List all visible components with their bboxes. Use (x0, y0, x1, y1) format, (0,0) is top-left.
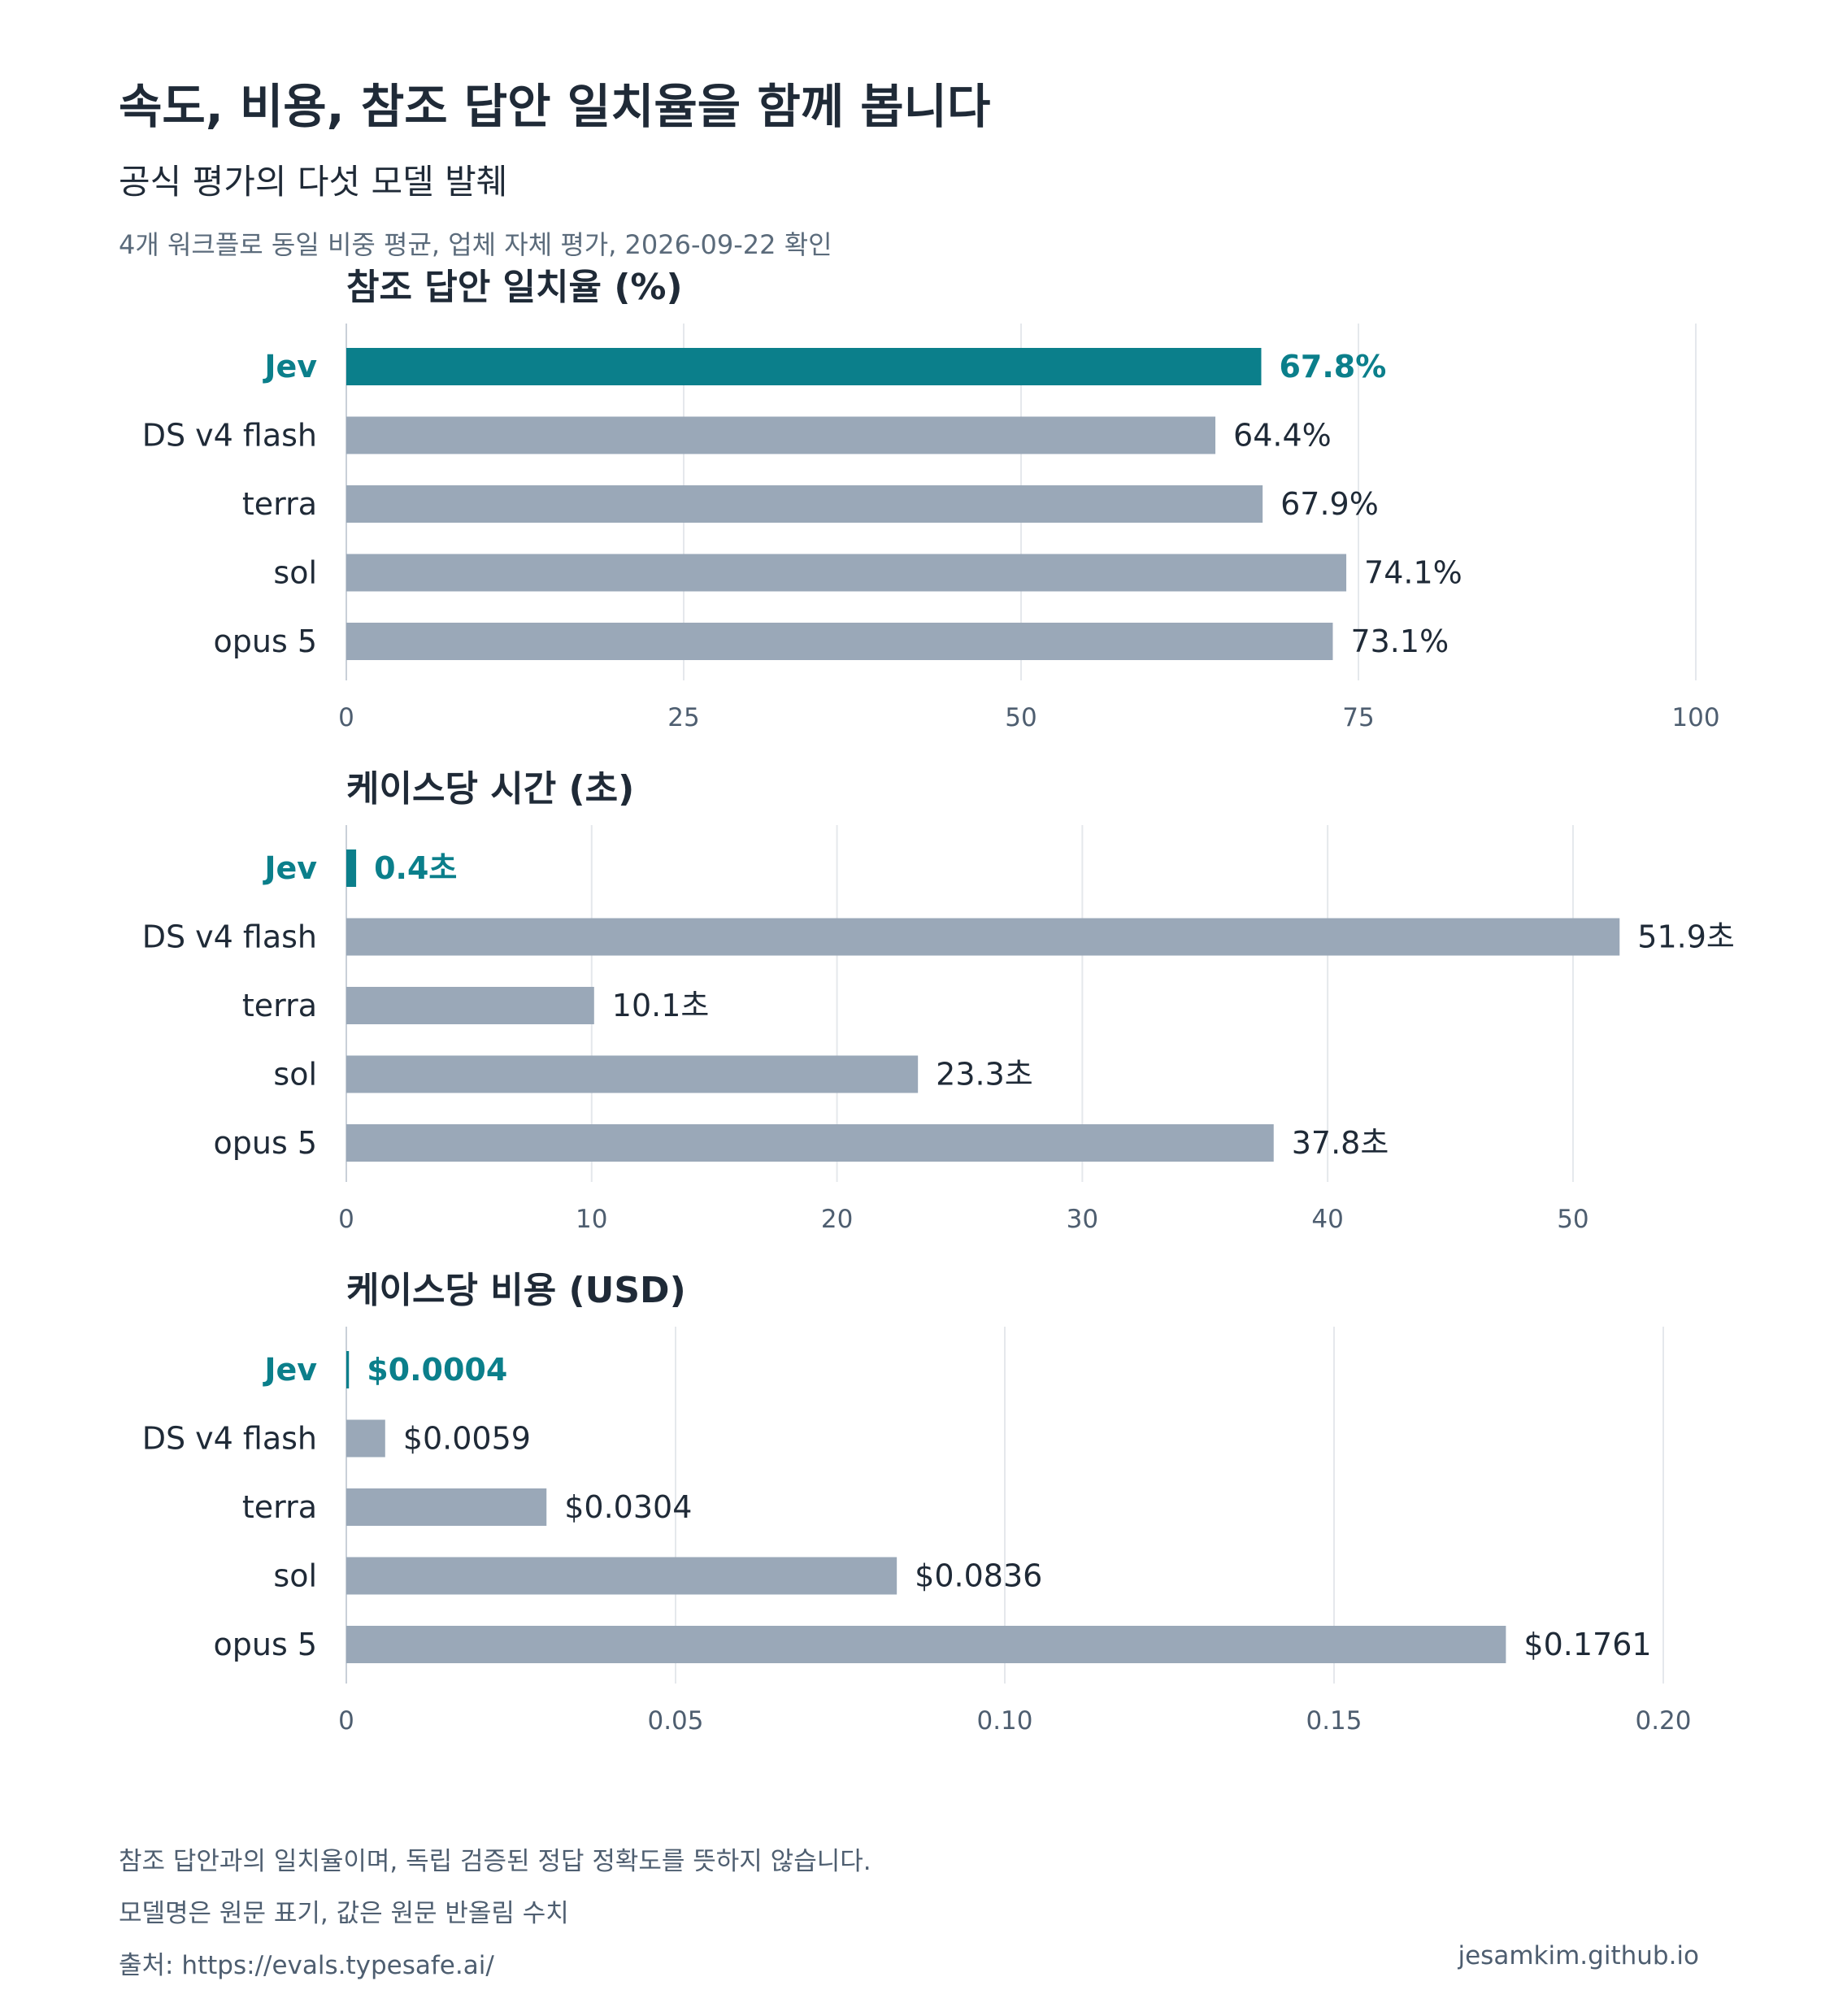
bar (346, 1626, 1506, 1663)
x-tick-label: 50 (1557, 1205, 1588, 1234)
x-tick-label: 50 (1005, 703, 1037, 732)
chart-title: 케이스당 비용 (USD) (346, 1270, 686, 1311)
x-tick-label: 0.10 (976, 1706, 1032, 1736)
chart-panel-2: 케이스당 비용 (USD) 0 0.05 0.10 0.15 0.20 Jev $0.0004… (142, 1270, 1692, 1736)
data-label: 23.3초 (936, 1057, 1033, 1093)
bar (346, 554, 1347, 592)
x-tick-label: 30 (1067, 1205, 1098, 1234)
x-tick-label: 40 (1311, 1205, 1343, 1234)
x-tick-label: 10 (576, 1205, 607, 1234)
data-label: 64.4% (1233, 418, 1332, 454)
category-label: sol (273, 1057, 317, 1093)
bar (346, 1124, 1274, 1162)
x-tick-label: 0.05 (647, 1706, 703, 1736)
category-label: DS v4 flash (142, 919, 317, 955)
category-label: DS v4 flash (142, 418, 317, 454)
category-label: Jev (262, 850, 317, 886)
site-credit[interactable]: jesamkim.github.io (1458, 1941, 1700, 1970)
page-subtitle: 공식 평가의 다섯 모델 발췌 (119, 162, 508, 202)
x-tick-label: 20 (821, 1205, 853, 1234)
data-label: $0.0304 (564, 1489, 692, 1525)
bar (346, 416, 1216, 454)
category-label: terra (242, 486, 317, 522)
bar (346, 1419, 385, 1458)
category-label: opus 5 (213, 1627, 317, 1662)
x-tick-label: 0 (338, 703, 354, 732)
chart-panel-0: 참조 답안 일치율 (%) 0 25 50 75 100 Jev 67.8% DS v4 fla… (142, 267, 1720, 732)
data-label: 37.8초 (1292, 1125, 1389, 1161)
x-tick-label: 0.15 (1306, 1706, 1362, 1736)
bar (346, 1488, 547, 1526)
footnote-disclaimer: 참조 답안과의 일치율이며, 독립 검증된 정답 정확도를 뜻하지 않습니다. (119, 1847, 871, 1876)
data-label: 67.8% (1279, 349, 1386, 385)
category-label: terra (242, 1489, 317, 1525)
x-tick-label: 0 (338, 1205, 354, 1234)
page-title: 속도, 비용, 참조 답안 일치율을 함께 봅니다 (119, 79, 991, 134)
x-tick-label: 0.20 (1635, 1706, 1691, 1736)
data-label: $0.0836 (915, 1558, 1042, 1594)
bar (346, 987, 594, 1024)
bar (346, 485, 1263, 523)
category-label: opus 5 (213, 623, 317, 659)
data-label: $0.1761 (1523, 1627, 1651, 1662)
category-label: DS v4 flash (142, 1421, 317, 1457)
chart-panel-1: 케이스당 시간 (초) 0 10 20 30 40 50 Jev 0.4초 DS v4 flash… (142, 768, 1735, 1234)
category-label: terra (242, 988, 317, 1023)
x-tick-label: 100 (1671, 703, 1719, 732)
x-tick-label: 75 (1342, 703, 1374, 732)
x-tick-label: 25 (667, 703, 699, 732)
category-label: sol (273, 1558, 317, 1594)
category-label: Jev (262, 349, 317, 385)
chart-title: 참조 답안 일치율 (%) (346, 267, 683, 308)
footnote-rounding: 모델명은 원문 표기, 값은 원문 반올림 수치 (119, 1899, 569, 1928)
bar (346, 1557, 897, 1595)
method-note: 4개 워크플로 동일 비중 평균, 업체 자체 평가, 2026-09-22 확… (119, 229, 832, 260)
bar (346, 849, 357, 887)
category-label: sol (273, 555, 317, 591)
category-label: Jev (262, 1352, 317, 1388)
data-label: $0.0059 (403, 1421, 531, 1457)
data-label: $0.0004 (367, 1352, 507, 1388)
data-label: 73.1% (1350, 623, 1449, 659)
data-label: 74.1% (1364, 555, 1462, 591)
bar (346, 1055, 919, 1093)
data-label: 67.9% (1280, 486, 1379, 522)
category-label: opus 5 (213, 1125, 317, 1161)
bar (346, 348, 1262, 385)
chart-title: 케이스당 시간 (초) (346, 768, 634, 810)
x-tick-label: 0 (338, 1706, 354, 1736)
bar (346, 623, 1333, 660)
data-label: 51.9초 (1637, 919, 1735, 955)
bar (346, 918, 1620, 956)
source-link[interactable]: 출처: https://evals.typesafe.ai/ (119, 1951, 494, 1980)
data-label: 10.1초 (612, 988, 710, 1023)
data-label: 0.4초 (374, 850, 457, 886)
bar (346, 1351, 350, 1388)
